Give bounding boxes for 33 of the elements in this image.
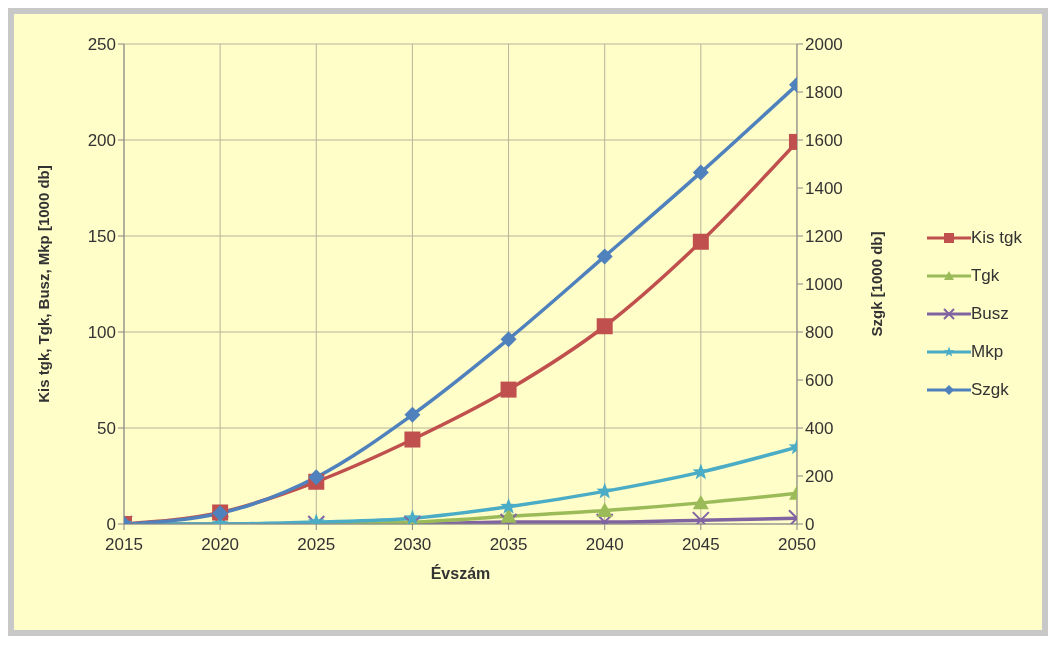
y-tick-label: 150 bbox=[87, 227, 116, 247]
legend-label: Kis tgk bbox=[970, 227, 1022, 249]
legend-label: Mkp bbox=[970, 341, 1004, 363]
x-tick-label: 2015 bbox=[105, 535, 143, 555]
x-tick-label: 2030 bbox=[393, 535, 432, 555]
x-axis-title: Évszám bbox=[430, 564, 491, 582]
y2-tick-label: 800 bbox=[804, 323, 834, 343]
x-tick-label: 2020 bbox=[201, 535, 240, 555]
y2-tick-label: 1800 bbox=[804, 83, 843, 103]
x-tick-label: 2035 bbox=[489, 535, 528, 555]
y2-tick-label: 1000 bbox=[804, 275, 843, 295]
y-tick-label: 100 bbox=[87, 323, 116, 343]
y-tick-label: 50 bbox=[97, 419, 116, 439]
legend-label: Busz bbox=[970, 303, 1009, 325]
y2-tick-label: 1200 bbox=[804, 227, 843, 247]
y2-tick-label: 200 bbox=[804, 467, 834, 487]
x-tick-label: 2045 bbox=[681, 535, 720, 555]
x-tick-label: 2025 bbox=[297, 535, 336, 555]
y-axis-title: Kis tgk, Tgk, Busz, Mkp [1000 db] bbox=[35, 165, 53, 403]
legend-label: Tgk bbox=[970, 265, 1000, 287]
y-tick-label: 200 bbox=[87, 131, 116, 151]
x-tick-label: 2050 bbox=[778, 535, 816, 555]
y2-tick-label: 1400 bbox=[804, 179, 843, 199]
y-tick-label: 250 bbox=[87, 35, 116, 55]
y2-tick-label: 600 bbox=[804, 371, 834, 391]
y2-tick-label: 400 bbox=[804, 419, 834, 439]
y2-tick-label: 2000 bbox=[804, 35, 843, 55]
x-tick-label: 2040 bbox=[585, 535, 624, 555]
y2-tick-label: 0 bbox=[804, 515, 815, 535]
y2-tick-label: 1600 bbox=[804, 131, 843, 151]
legend-label: Szgk bbox=[970, 379, 1009, 401]
y2-axis-title: Szgk [1000 db] bbox=[868, 231, 886, 337]
y-tick-label: 0 bbox=[106, 515, 116, 535]
